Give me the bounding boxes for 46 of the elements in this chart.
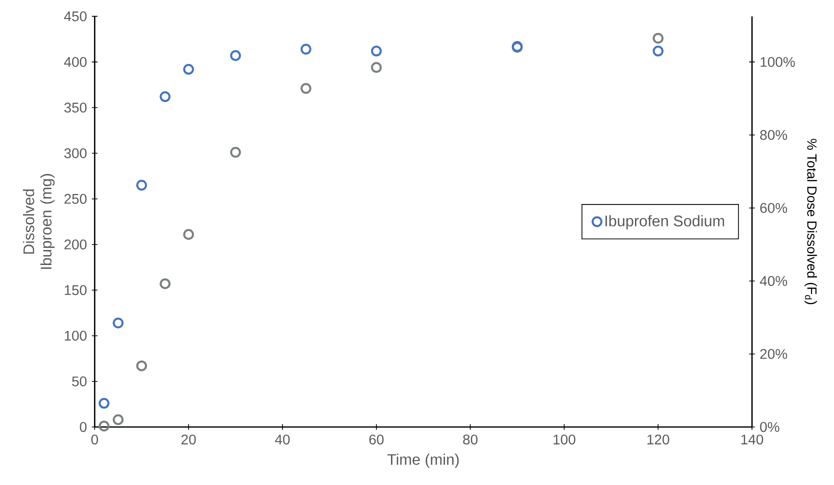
x-tick-label: 20	[182, 434, 196, 444]
y2-tick-label: 20%	[760, 349, 788, 359]
point	[370, 46, 382, 56]
y-tick-label: 150	[64, 285, 87, 296]
point	[230, 146, 241, 158]
point	[183, 229, 194, 240]
point	[112, 414, 124, 426]
x-tick-label: 40	[275, 434, 290, 444]
point	[230, 50, 241, 61]
y-tick-label: 300	[64, 148, 87, 158]
point	[652, 46, 664, 56]
y2-axis-title: % Total Dose Dissolved (F$_{d}$)	[804, 138, 817, 304]
y-axis-title: Dissolved Ibuproen (mg)	[22, 174, 55, 269]
y-tick-label: 450	[64, 11, 87, 22]
y-tick-label: 50	[72, 376, 87, 386]
y2-tick-label: 100%	[760, 57, 795, 67]
point	[136, 360, 148, 372]
point	[652, 32, 664, 44]
point	[370, 62, 382, 73]
x-tick-label: 0	[91, 434, 98, 444]
y2-tick-label: 80%	[760, 130, 788, 140]
x-tick-label: 100	[554, 434, 576, 444]
point	[98, 398, 110, 409]
x-tick-label: 120	[647, 434, 670, 444]
x-axis-title: Time (min)	[387, 454, 459, 468]
y2-tick-label: 60%	[760, 203, 788, 213]
point	[98, 420, 110, 432]
point	[136, 180, 148, 191]
y-tick-label: 400	[64, 57, 87, 67]
y-tick-label: 200	[64, 240, 87, 250]
point	[112, 318, 124, 328]
x-tick-label: 60	[369, 434, 384, 444]
y-tick-label: 100	[64, 330, 87, 341]
legend-label: Ibuprofen Sodium	[606, 215, 724, 230]
y-tick-label: 0	[80, 422, 87, 432]
y2-tick-label: 0%	[760, 422, 780, 432]
point	[160, 91, 170, 102]
y-tick-label: 350	[64, 102, 87, 113]
y-tick-label: 250	[64, 194, 87, 204]
point	[300, 44, 312, 55]
x-tick-label: 80	[463, 434, 478, 444]
y2-tick-label: 40%	[760, 276, 788, 286]
x-tick-label: 140	[741, 434, 764, 444]
point	[183, 64, 194, 75]
point	[160, 278, 170, 290]
point	[300, 83, 312, 94]
